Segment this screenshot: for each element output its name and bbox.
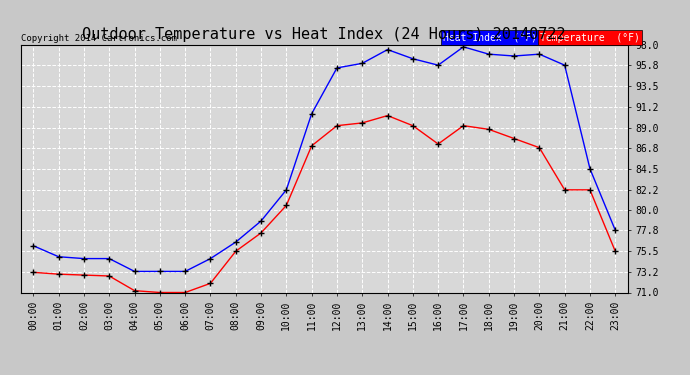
Text: Temperature  (°F): Temperature (°F) xyxy=(540,33,640,42)
Title: Outdoor Temperature vs Heat Index (24 Hours) 20140722: Outdoor Temperature vs Heat Index (24 Ho… xyxy=(83,27,566,42)
Text: Heat Index  (°F): Heat Index (°F) xyxy=(443,33,537,42)
Text: Copyright 2014 Cartronics.com: Copyright 2014 Cartronics.com xyxy=(21,33,177,42)
